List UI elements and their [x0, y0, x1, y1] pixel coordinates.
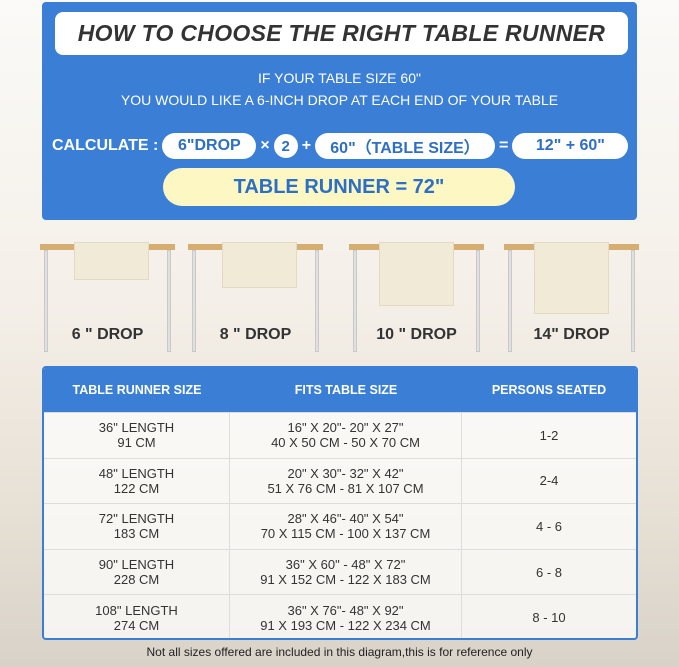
header-runner-size: TABLE RUNNER SIZE: [72, 383, 202, 397]
fits-table-cell: 20" X 30"- 32" X 42" 51 X 76 CM - 81 X 10…: [230, 458, 462, 504]
fits-table-cell: 36" X 60" - 48" X 72" 91 X 152 CM - 122 X…: [230, 549, 462, 595]
sum-pill: 12" + 60": [512, 133, 629, 159]
header-fits-table: FITS TABLE SIZE: [294, 383, 398, 397]
result-pill: TABLE RUNNER = 72": [163, 168, 515, 206]
equals-sign: =: [499, 137, 509, 154]
drop-label: 6 " DROP: [71, 326, 144, 343]
table-size-pill: 60"（TABLE SIZE）: [315, 133, 496, 159]
fit-cm: 91 X 152 CM - 122 X 183 CM: [260, 572, 431, 588]
table-row: 36" LENGTH 91 CM 16" X 20"- 20" X 27" 40 X…: [44, 412, 636, 458]
length-cm: 122 CM: [113, 480, 160, 496]
length-cm: 183 CM: [113, 526, 160, 542]
runner-size-cell: 72" LENGTH 183 CM: [44, 504, 230, 549]
intro-line-1: IF YOUR TABLE SIZE 60": [258, 70, 421, 86]
length-cm: 274 CM: [113, 617, 160, 633]
fit-inches: 20" X 30"- 32" X 42": [287, 465, 404, 481]
length-inches: 48" LENGTH: [98, 465, 175, 481]
persons-seated-cell: 6 - 8: [535, 564, 562, 580]
length-inches: 90" LENGTH: [98, 557, 175, 573]
fit-inches: 16" X 20"- 20" X 27": [287, 420, 404, 436]
fit-cm: 91 X 193 CM - 122 X 234 CM: [260, 617, 431, 633]
table-row: 108" LENGTH 274 CM 36" X 76"- 48" X 92" 91…: [44, 594, 636, 638]
size-table: TABLE RUNNER SIZE FITS TABLE SIZE PERSON…: [42, 366, 638, 640]
runner-size-cell: 90" LENGTH 228 CM: [44, 549, 230, 595]
drop-label: 14" DROP: [533, 326, 610, 343]
factor-circle: 2: [273, 134, 298, 158]
fits-table-cell: 36" X 76"- 48" X 92" 91 X 193 CM - 122 X …: [230, 595, 462, 638]
runner-drop: [222, 242, 297, 288]
drop-illustration-10: 10 " DROP: [349, 242, 484, 354]
persons-seated-cell: 8 - 10: [532, 610, 566, 626]
length-cm: 228 CM: [113, 572, 160, 588]
runner-drop: [534, 242, 609, 314]
length-cm: 91 CM: [117, 435, 156, 451]
fit-cm: 70 X 115 CM - 100 X 137 CM: [260, 526, 431, 542]
plus-sign: +: [301, 137, 312, 154]
table-row: 48" LENGTH 122 CM 20" X 30"- 32" X 42" 51 …: [44, 457, 636, 504]
calculation-panel: HOW TO CHOOSE THE RIGHT TABLE RUNNER IF …: [42, 2, 637, 220]
table-row: 90" LENGTH 228 CM 36" X 60" - 48" X 72" 91…: [44, 548, 636, 595]
calculation-row: CALCULATE : 6"DROP × 2 + 60"（TABLE SIZE）…: [52, 132, 629, 160]
fit-cm: 40 X 50 CM - 50 X 70 CM: [271, 435, 420, 451]
table-leg: [44, 250, 48, 352]
persons-seated-cell: 1-2: [539, 427, 559, 443]
drop-label: 8 " DROP: [219, 326, 292, 343]
times-sign: ×: [260, 137, 270, 154]
runner-size-cell: 108" LENGTH 274 CM: [44, 595, 230, 638]
table-leg: [315, 250, 319, 352]
table-header: TABLE RUNNER SIZE FITS TABLE SIZE PERSON…: [44, 368, 636, 412]
runner-drop: [379, 242, 454, 306]
page-title: HOW TO CHOOSE THE RIGHT TABLE RUNNER: [55, 12, 628, 55]
intro-line-2: YOU WOULD LIKE A 6-INCH DROP AT EACH END…: [120, 92, 559, 108]
calculate-label: CALCULATE :: [52, 137, 159, 154]
table-leg: [167, 250, 171, 352]
length-inches: 72" LENGTH: [98, 511, 175, 527]
length-inches: 108" LENGTH: [95, 602, 178, 618]
runner-drop: [74, 242, 149, 280]
length-inches: 36" LENGTH: [98, 420, 175, 436]
table-leg: [353, 250, 357, 352]
drop-illustration-6: 6 " DROP: [40, 242, 175, 354]
persons-seated-cell: 4 - 6: [535, 518, 562, 534]
drop-label: 10 " DROP: [376, 326, 457, 343]
header-persons: PERSONS SEATED: [491, 383, 607, 397]
drop-illustration-8: 8 " DROP: [188, 242, 323, 354]
fits-table-cell: 16" X 20"- 20" X 27" 40 X 50 CM - 50 X 70…: [230, 413, 462, 458]
fit-inches: 36" X 60" - 48" X 72": [285, 557, 406, 573]
table-leg: [476, 250, 480, 352]
runner-size-cell: 48" LENGTH 122 CM: [44, 458, 230, 504]
drop-illustration-14: 14" DROP: [504, 242, 639, 354]
table-leg: [192, 250, 196, 352]
fit-inches: 36" X 76"- 48" X 92": [287, 602, 404, 618]
drop-pill: 6"DROP: [162, 133, 257, 159]
runner-size-cell: 36" LENGTH 91 CM: [44, 413, 230, 458]
fits-table-cell: 28" X 46"- 40" X 54" 70 X 115 CM - 100 X …: [230, 504, 462, 549]
fit-cm: 51 X 76 CM - 81 X 107 CM: [267, 480, 424, 496]
table-leg: [508, 250, 512, 352]
fit-inches: 28" X 46"- 40" X 54": [287, 511, 404, 527]
persons-seated-cell: 2-4: [539, 473, 559, 489]
table-leg: [631, 250, 635, 352]
table-row: 72" LENGTH 183 CM 28" X 46"- 40" X 54" 70 …: [44, 503, 636, 549]
footnote: Not all sizes offered are included in th…: [146, 645, 533, 659]
